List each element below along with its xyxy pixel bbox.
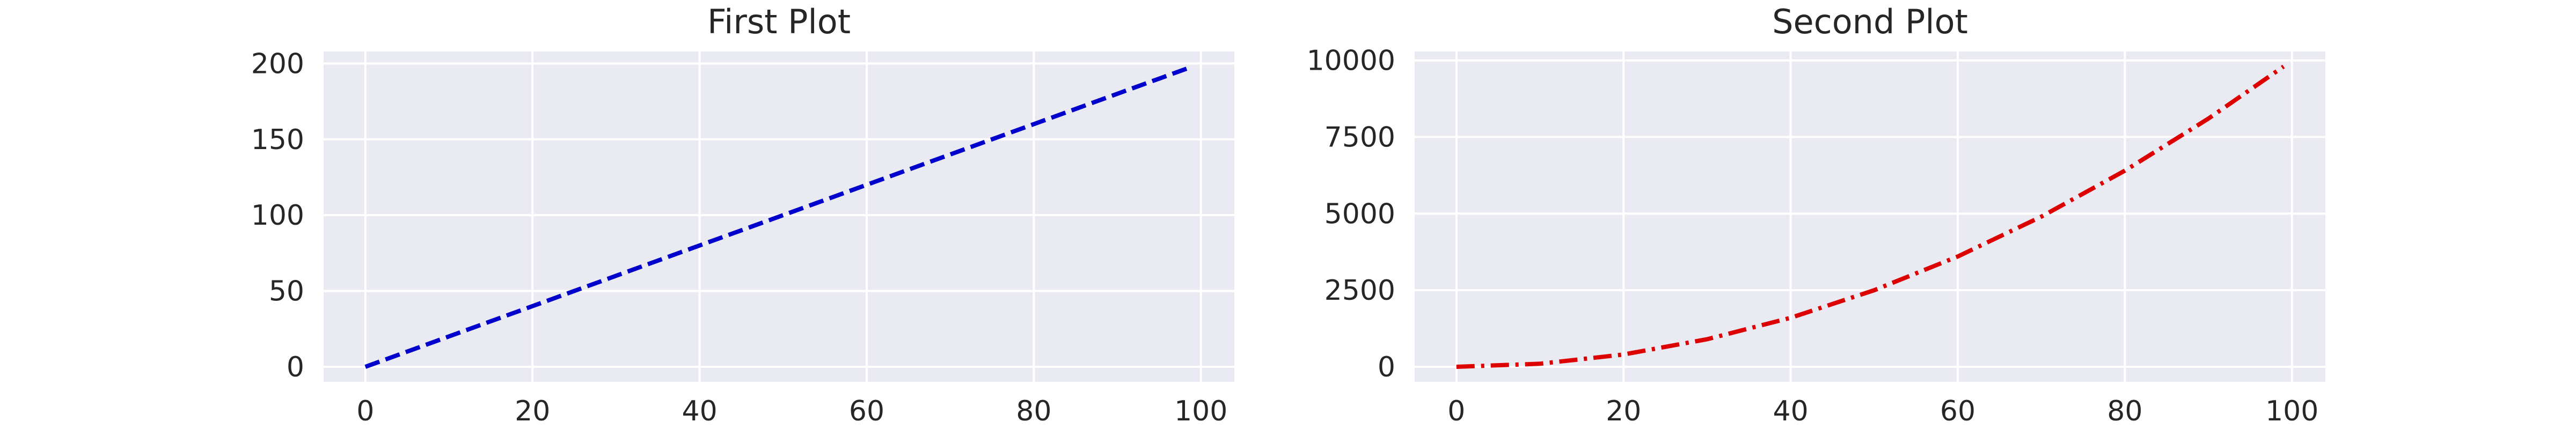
second-plot: 0 20 40 60 80 100 0 2500 5000 7500 10000 Second Plo… — [1307, 2, 2325, 427]
y-tick-label: 150 — [251, 124, 304, 156]
series-line — [1456, 64, 2285, 369]
y-tick-label: 0 — [287, 351, 304, 383]
series-line — [364, 64, 1194, 369]
y-tick-label: 200 — [251, 48, 304, 80]
x-tick-label: 40 — [682, 395, 718, 427]
y-tick-label: 50 — [269, 276, 304, 308]
first-plot: 0 20 40 60 80 100 0 50 100 150 200 First Plot — [251, 2, 1234, 427]
chart-title: First Plot — [707, 2, 851, 41]
x-tick-label: 0 — [1447, 395, 1465, 427]
x-tick-label: 40 — [1773, 395, 1809, 427]
plot-area — [1415, 51, 2325, 382]
x-tick-label: 20 — [1606, 395, 1641, 427]
x-tick-label: 80 — [2107, 395, 2142, 427]
y-tick-label: 10000 — [1307, 45, 1395, 77]
x-tick-label: 0 — [356, 395, 374, 427]
x-tick-label: 60 — [849, 395, 884, 427]
y-tick-label: 0 — [1378, 351, 1395, 383]
y-tick-label: 5000 — [1324, 198, 1395, 230]
y-tick-label: 7500 — [1324, 121, 1395, 153]
y-tick-label: 2500 — [1324, 275, 1395, 307]
x-tick-label: 100 — [1174, 395, 1227, 427]
x-tick-label: 20 — [515, 395, 550, 427]
x-tick-label: 60 — [1940, 395, 1975, 427]
y-tick-label: 100 — [251, 199, 304, 232]
x-tick-label: 100 — [2265, 395, 2318, 427]
x-tick-label: 80 — [1016, 395, 1051, 427]
chart-title: Second Plot — [1772, 2, 1968, 41]
